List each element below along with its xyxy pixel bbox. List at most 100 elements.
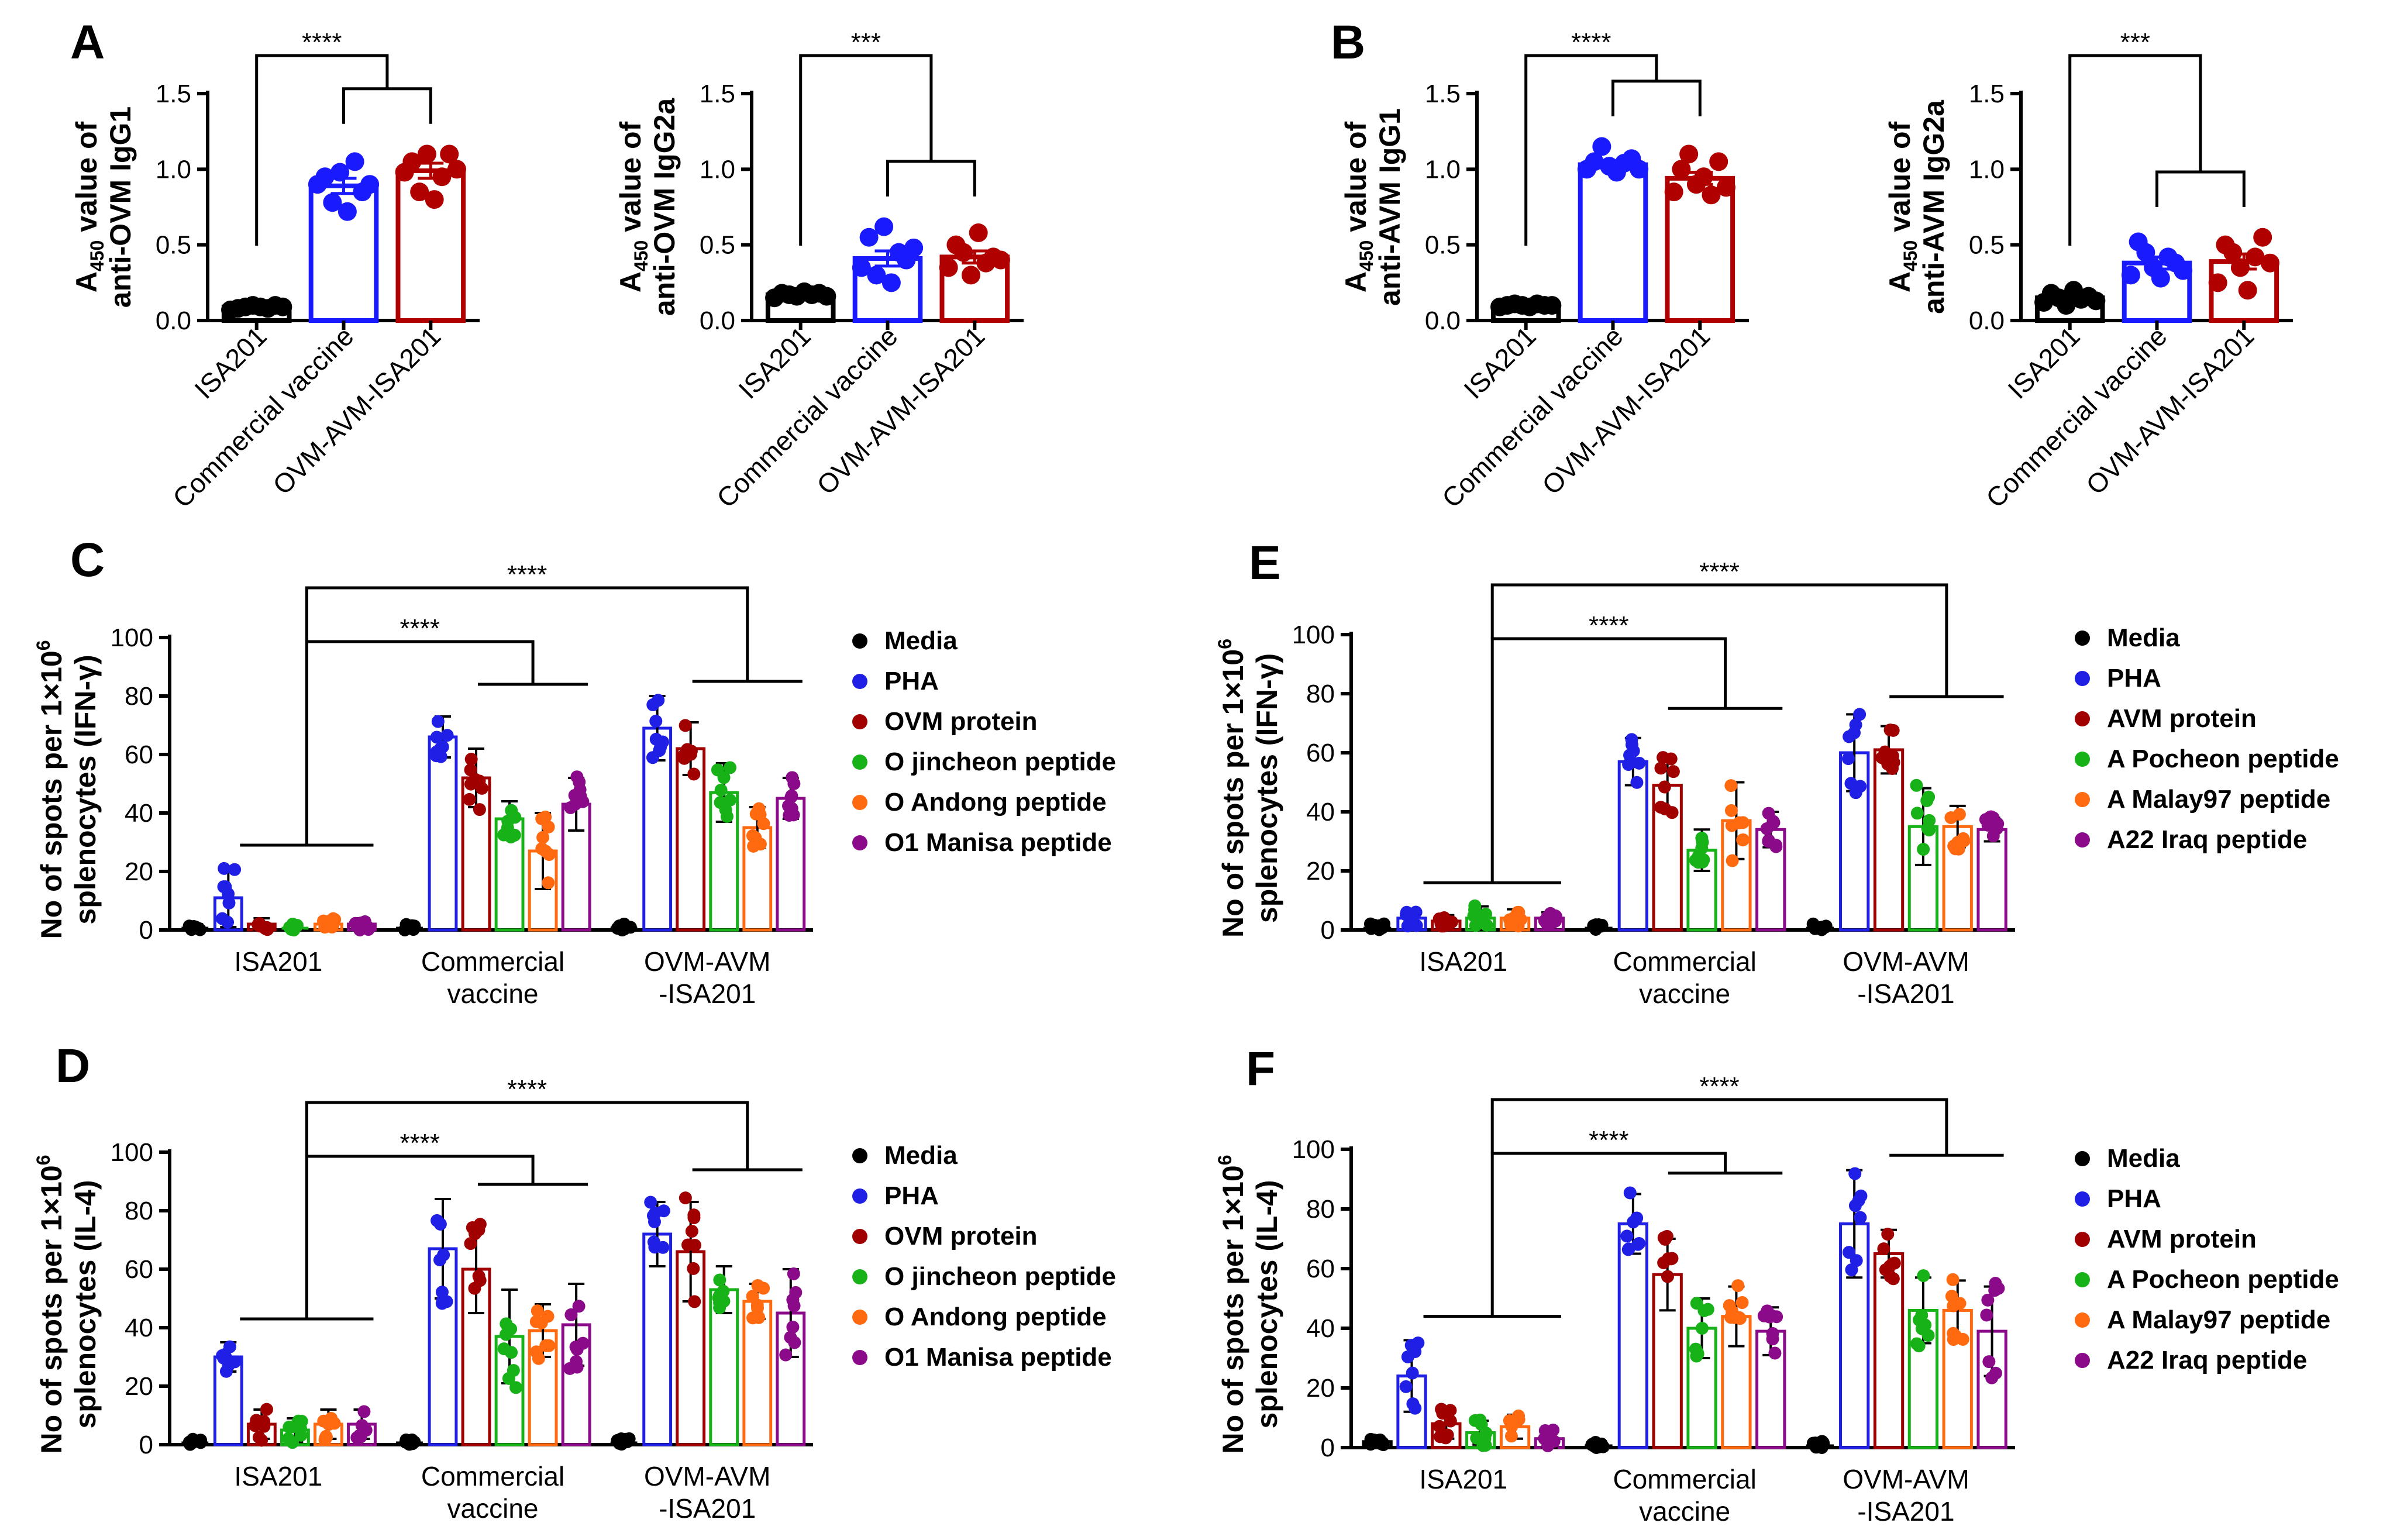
data-point	[1841, 752, 1855, 766]
data-point	[687, 1262, 700, 1275]
data-point	[1989, 1366, 2002, 1380]
data-point	[1661, 1270, 1674, 1283]
y-axis-label-sup: 6	[33, 640, 54, 651]
data-point	[1762, 807, 1775, 820]
data-point	[1479, 1439, 1492, 1452]
data-point	[1664, 752, 1678, 766]
bar-a22-iraq-peptide	[1976, 828, 2007, 932]
y-tick-label: 0	[1321, 1434, 1335, 1462]
group-label-line2: vaccine	[447, 979, 539, 1009]
y-tick-label: 60	[1306, 1255, 1335, 1283]
data-point	[1724, 804, 1738, 817]
data-point	[431, 715, 445, 728]
legend-marker	[2075, 1272, 2090, 1287]
y-tick-label: 1.0	[700, 155, 735, 184]
y-tick-label: 60	[1306, 739, 1335, 767]
data-point	[1947, 1327, 1960, 1340]
data-point	[294, 1428, 308, 1442]
data-point	[323, 914, 337, 928]
data-point	[616, 924, 629, 936]
data-point	[1724, 779, 1738, 793]
data-point	[789, 1286, 803, 1299]
legend-marker	[2075, 631, 2090, 646]
y-tick-label: 0	[1321, 916, 1335, 945]
y-tick-label: 0.0	[1969, 306, 2005, 335]
legend-item: A Malay97 peptide	[2107, 1305, 2330, 1334]
data-point	[572, 1300, 586, 1313]
data-point	[1919, 1318, 1932, 1332]
data-point	[991, 250, 1010, 270]
data-point	[570, 1360, 584, 1374]
data-point	[1512, 1413, 1525, 1427]
legend-marker	[852, 1350, 867, 1365]
significance-stars: ****	[507, 1075, 547, 1104]
data-point	[500, 1317, 513, 1331]
significance-bracket-inner	[886, 160, 976, 197]
data-point	[719, 803, 732, 816]
y-axis-label-line2: anti-AVM IgG1	[1373, 108, 1406, 306]
data-point	[784, 790, 798, 804]
legend-item: O jincheon peptide	[884, 1262, 1116, 1291]
significance-bracket-inner	[342, 87, 432, 124]
y-tick-label: 40	[1306, 798, 1335, 826]
data-point	[1956, 1332, 1969, 1346]
data-point	[464, 1237, 477, 1250]
category-label: OVM-AVM-ISA201	[267, 321, 446, 500]
data-point	[1986, 829, 2000, 843]
group-label-line2: -ISA201	[659, 1493, 756, 1524]
category-label: OVM-AVM-ISA201	[1536, 321, 1716, 500]
data-point	[531, 1304, 544, 1318]
group-label: ISA201	[1419, 1464, 1507, 1494]
data-point	[1504, 1429, 1518, 1443]
data-point	[685, 1225, 698, 1238]
y-tick-label: 1.0	[1425, 155, 1461, 184]
y-tick-label: 1.5	[1969, 80, 2005, 108]
data-point	[1702, 185, 1721, 205]
data-point	[1658, 780, 1671, 794]
data-point	[323, 193, 342, 212]
group-label-line2: -ISA201	[1857, 1496, 1954, 1527]
data-point	[252, 918, 265, 931]
legend-item: OVM protein	[884, 1222, 1038, 1250]
data-point	[1770, 1310, 1783, 1324]
group-label: OVM-AVM	[1843, 1464, 1969, 1494]
y-tick-label: 0.5	[156, 231, 191, 260]
y-axis-label-rest: value of	[70, 121, 103, 240]
data-point	[1658, 802, 1672, 815]
data-point	[1630, 160, 1649, 179]
data-point	[648, 1241, 662, 1254]
panel-letter-b: B	[1331, 16, 1365, 69]
data-point	[787, 1299, 801, 1312]
data-point	[1981, 1293, 1995, 1307]
data-point	[1691, 1346, 1704, 1359]
significance-stars: ****	[1699, 557, 1740, 586]
y-tick-label: 20	[1306, 1374, 1335, 1403]
data-point	[1980, 1308, 1993, 1322]
panel-letter-d: D	[56, 1039, 90, 1093]
data-point	[219, 880, 232, 894]
category-label: ISA201	[2002, 321, 2085, 404]
y-axis-label-line2: splenocytes (IFN-γ)	[69, 654, 102, 924]
data-point	[681, 1238, 695, 1252]
group-label-line2: vaccine	[447, 1493, 539, 1524]
data-point	[852, 258, 871, 277]
y-tick-label: 80	[125, 1197, 153, 1225]
legend-item: O1 Manisa peptide	[884, 1343, 1112, 1372]
data-point	[1658, 1232, 1672, 1246]
data-point	[1410, 919, 1423, 932]
data-point	[185, 1436, 198, 1450]
y-axis-label: A450 value of	[1883, 121, 1921, 292]
data-point	[2246, 247, 2265, 267]
data-point	[1817, 1437, 1830, 1451]
significance-bracket-inner	[1611, 80, 1702, 116]
y-axis-label-line1: No of spots per 1×10	[1217, 649, 1249, 938]
data-point	[1709, 152, 1728, 171]
data-point	[539, 1339, 553, 1352]
legend-marker	[852, 1310, 867, 1325]
data-point	[1842, 1246, 1855, 1259]
data-point	[1585, 152, 1604, 171]
category-label: ISA201	[732, 321, 816, 404]
group-label: ISA201	[234, 1461, 322, 1491]
y-tick-label: 0.5	[1969, 231, 2005, 260]
